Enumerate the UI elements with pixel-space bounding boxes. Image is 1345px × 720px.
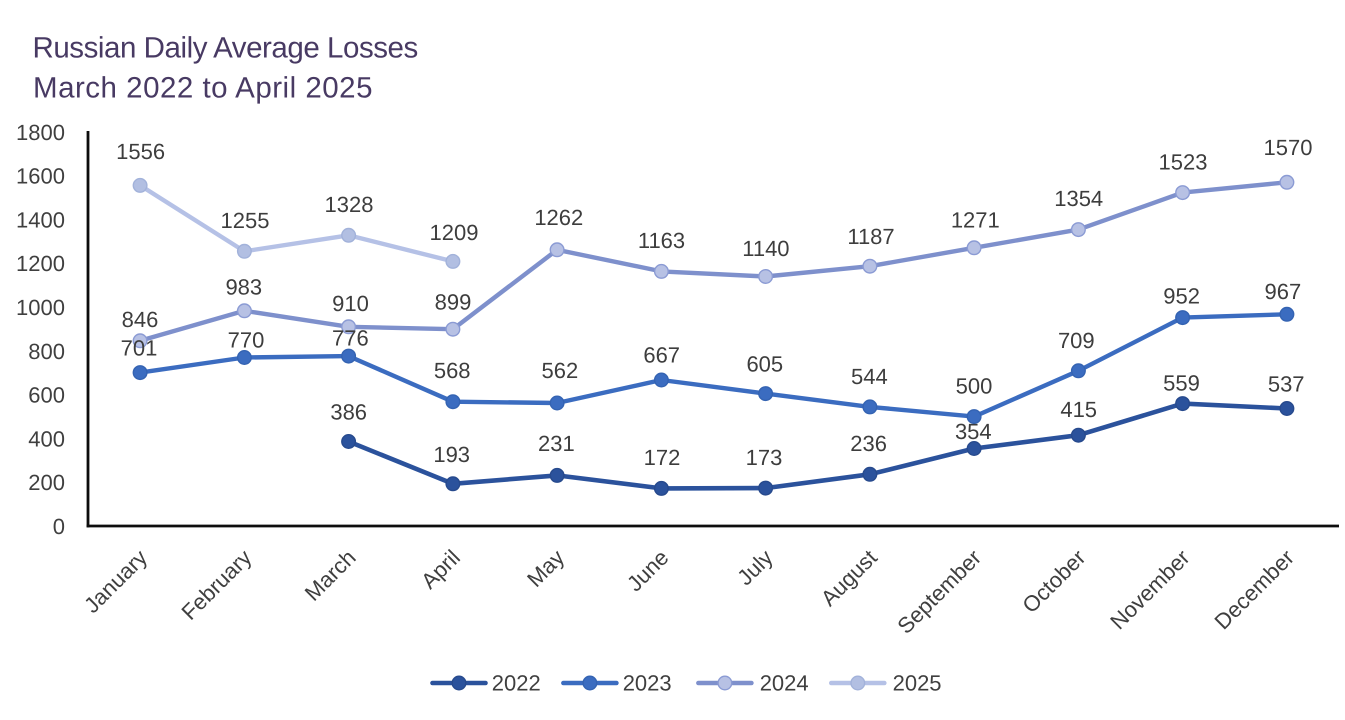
svg-text:1600: 1600: [16, 164, 65, 189]
svg-text:200: 200: [28, 470, 65, 495]
svg-text:173: 173: [746, 445, 783, 470]
svg-text:667: 667: [643, 342, 680, 367]
svg-text:1523: 1523: [1159, 149, 1208, 174]
svg-text:568: 568: [434, 358, 471, 383]
svg-text:899: 899: [435, 289, 472, 314]
svg-text:354: 354: [955, 419, 992, 444]
svg-text:605: 605: [746, 352, 783, 377]
svg-text:1187: 1187: [847, 224, 894, 249]
svg-text:1000: 1000: [16, 295, 65, 320]
svg-text:709: 709: [1058, 328, 1095, 353]
svg-text:2024: 2024: [760, 671, 809, 696]
svg-text:537: 537: [1268, 371, 1305, 396]
svg-text:193: 193: [433, 442, 470, 467]
svg-text:910: 910: [332, 291, 369, 316]
svg-text:770: 770: [228, 327, 265, 352]
svg-text:2023: 2023: [623, 671, 672, 696]
svg-text:1200: 1200: [16, 251, 65, 276]
svg-text:983: 983: [225, 274, 262, 299]
svg-text:1140: 1140: [742, 236, 789, 261]
svg-text:1262: 1262: [534, 205, 583, 230]
svg-text:0: 0: [53, 514, 65, 539]
svg-text:1800: 1800: [16, 120, 65, 145]
svg-text:1163: 1163: [638, 228, 685, 253]
svg-text:1209: 1209: [430, 220, 479, 245]
svg-text:231: 231: [538, 431, 575, 456]
svg-text:600: 600: [28, 383, 65, 408]
svg-text:400: 400: [28, 426, 65, 451]
svg-text:2022: 2022: [492, 671, 541, 696]
svg-text:1400: 1400: [16, 208, 65, 233]
svg-text:1570: 1570: [1264, 135, 1313, 160]
svg-text:1354: 1354: [1054, 186, 1103, 211]
svg-text:Russian Daily Average Losses: Russian Daily Average Losses: [33, 32, 418, 65]
svg-text:701: 701: [121, 335, 158, 360]
svg-text:562: 562: [542, 358, 579, 383]
svg-text:172: 172: [644, 445, 681, 470]
svg-text:1271: 1271: [951, 208, 1000, 233]
svg-text:415: 415: [1060, 397, 1097, 422]
svg-text:386: 386: [330, 399, 367, 424]
svg-text:846: 846: [122, 307, 159, 332]
svg-text:544: 544: [851, 364, 888, 389]
svg-text:967: 967: [1265, 279, 1302, 304]
svg-text:1556: 1556: [116, 139, 165, 164]
svg-text:952: 952: [1163, 284, 1200, 309]
svg-text:2025: 2025: [893, 671, 942, 696]
svg-text:March 2022 to April 2025: March 2022 to April 2025: [33, 72, 373, 105]
svg-text:776: 776: [332, 325, 369, 350]
svg-text:559: 559: [1163, 370, 1200, 395]
svg-text:500: 500: [956, 373, 993, 398]
svg-text:1328: 1328: [325, 192, 374, 217]
svg-text:1255: 1255: [221, 208, 270, 233]
svg-text:800: 800: [28, 339, 65, 364]
svg-text:236: 236: [850, 431, 887, 456]
